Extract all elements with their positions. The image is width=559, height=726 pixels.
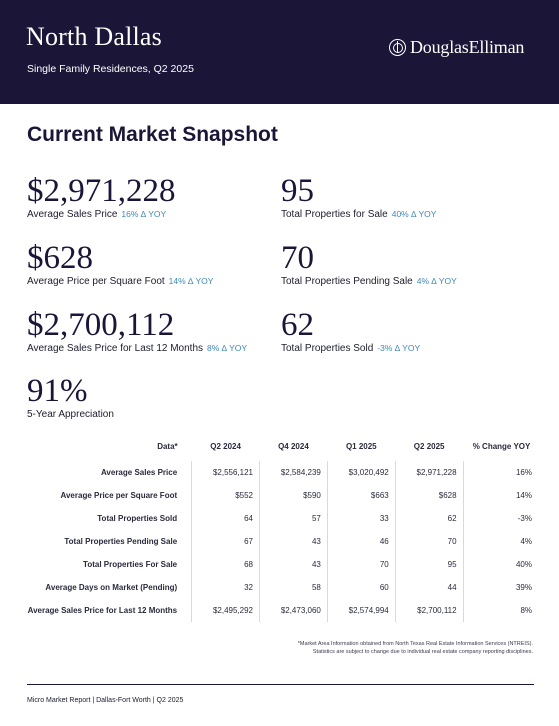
row-label: Total Properties For Sale xyxy=(83,560,178,569)
value-cell: $552 xyxy=(191,484,260,507)
stat-value: 62 xyxy=(281,307,314,343)
table-row: Average Sales Price $2,556,121 $2,584,239 $… xyxy=(18,461,540,484)
value-cell: $628 xyxy=(394,484,464,507)
value-cell: 67 xyxy=(191,530,260,553)
stat-value: $2,971,228 xyxy=(27,173,176,209)
stat-label: Total Properties Pending Sale xyxy=(281,276,413,287)
table-row: Average Sales Price for Last 12 Months $2… xyxy=(18,599,540,622)
stat-change: 8% ∆ YOY xyxy=(207,343,248,353)
value-cell: 33 xyxy=(326,507,396,530)
table-row: Average Days on Market (Pending) 32 58 60 44… xyxy=(18,576,540,599)
stat-value: $2,700,112 xyxy=(27,307,175,343)
value-cell: 60 xyxy=(326,576,396,599)
pct-change-cell: 16% xyxy=(462,461,540,484)
column-header: Q2 2025 xyxy=(413,442,445,451)
brand-logo: DouglasElliman xyxy=(389,37,524,58)
value-cell: $663 xyxy=(326,484,396,507)
value-cell: $2,473,060 xyxy=(259,599,328,622)
table-row: Total Properties Pending Sale 67 43 46 70 4% xyxy=(18,530,540,553)
stat-value: $628 xyxy=(27,240,93,276)
pct-change-cell: 8% xyxy=(462,599,540,622)
pct-change-cell: 14% xyxy=(462,484,540,507)
stat-change: 40% ∆ YOY xyxy=(391,209,437,219)
column-header: Q1 2025 xyxy=(345,442,377,451)
value-cell: 32 xyxy=(191,576,260,599)
stat-total-sold: 62 Total Properties Sold -3% ∆ YOY xyxy=(281,308,420,354)
footnote-line: Statistics are subject to change due to … xyxy=(312,649,533,655)
stat-change: 14% ∆ YOY xyxy=(168,276,214,286)
stat-value: 70 xyxy=(281,240,314,276)
row-label: Average Days on Market (Pending) xyxy=(45,583,178,592)
value-cell: 68 xyxy=(191,553,260,576)
value-cell: 58 xyxy=(259,576,328,599)
value-cell: $2,584,239 xyxy=(259,461,328,484)
value-cell: 64 xyxy=(191,507,260,530)
pct-change-cell: 39% xyxy=(462,576,540,599)
value-cell: 95 xyxy=(394,553,464,576)
value-cell: $2,700,112 xyxy=(394,599,464,622)
pct-change-cell: 4% xyxy=(462,530,540,553)
stat-average-sales-price: $2,971,228 Average Sales Price 16% ∆ YOY xyxy=(27,174,176,220)
page-header: North Dallas Single Family Residences, Q… xyxy=(0,0,559,104)
de-monogram-icon xyxy=(389,39,406,56)
stat-pending-sale: 70 Total Properties Pending Sale 4% ∆ YOY xyxy=(281,241,457,287)
value-cell: $2,971,228 xyxy=(394,461,464,484)
stat-total-for-sale: 95 Total Properties for Sale 40% ∆ YOY xyxy=(281,174,436,220)
value-cell: 70 xyxy=(326,553,396,576)
column-header: Data* xyxy=(157,442,178,451)
stat-price-per-sqft: $628 Average Price per Square Foot 14% ∆ … xyxy=(27,241,213,287)
value-cell: 43 xyxy=(259,530,328,553)
snapshot-title: Current Market Snapshot xyxy=(27,123,278,146)
stat-change: 16% ∆ YOY xyxy=(121,209,167,219)
value-cell: 70 xyxy=(394,530,464,553)
stat-label: Average Sales Price xyxy=(27,209,118,220)
value-cell: $590 xyxy=(259,484,328,507)
value-cell: 46 xyxy=(326,530,396,553)
stat-change: 4% ∆ YOY xyxy=(416,276,457,286)
table-row: Average Price per Square Foot $552 $590 $66… xyxy=(18,484,540,507)
stat-label: 5-Year Appreciation xyxy=(27,409,114,420)
stat-last-12-months: $2,700,112 Average Sales Price for Last … xyxy=(27,308,247,354)
brand-name: DouglasElliman xyxy=(410,37,525,57)
table-row: Total Properties Sold 64 57 33 62 -3% xyxy=(18,507,540,530)
stat-label: Total Properties for Sale xyxy=(281,209,388,220)
value-cell: 44 xyxy=(394,576,464,599)
column-header: % Change YOY xyxy=(472,442,531,451)
footnote: *Market Area Information obtained from N… xyxy=(200,640,533,656)
table-header-row: Data* Q2 2024 Q4 2024 Q1 2025 Q2 2025 % … xyxy=(18,432,540,461)
report-title: North Dallas xyxy=(26,22,162,51)
page-footer: Micro Market Report | Dallas-Fort Worth … xyxy=(27,697,184,704)
row-label: Total Properties Sold xyxy=(97,514,178,523)
stat-label: Average Sales Price for Last 12 Months xyxy=(27,343,204,354)
value-cell: 62 xyxy=(394,507,464,530)
stat-label: Average Price per Square Foot xyxy=(27,276,165,287)
row-label: Average Sales Price xyxy=(100,468,178,477)
row-label: Average Price per Square Foot xyxy=(60,491,178,500)
pct-change-cell: -3% xyxy=(462,507,540,530)
value-cell: $2,574,994 xyxy=(326,599,396,622)
pct-change-cell: 40% xyxy=(462,553,540,576)
stat-change: -3% ∆ YOY xyxy=(377,343,421,353)
column-header: Q4 2024 xyxy=(278,442,309,451)
value-cell: 57 xyxy=(259,507,328,530)
row-label: Average Sales Price for Last 12 Months xyxy=(27,606,178,615)
stat-value: 95 xyxy=(281,173,314,209)
row-label: Total Properties Pending Sale xyxy=(64,537,178,546)
table-row: Total Properties For Sale 68 43 70 95 40% xyxy=(18,553,540,576)
value-cell: $2,495,292 xyxy=(191,599,260,622)
stat-5-year-appreciation: 91% 5-Year Appreciation xyxy=(27,374,114,420)
column-header: Q2 2024 xyxy=(210,442,241,451)
footer-divider xyxy=(27,684,534,685)
stat-value: 91% xyxy=(27,373,88,409)
stat-label: Total Properties Sold xyxy=(281,343,374,354)
value-cell: $2,556,121 xyxy=(191,461,260,484)
value-cell: $3,020,492 xyxy=(326,461,396,484)
value-cell: 43 xyxy=(259,553,328,576)
report-subtitle: Single Family Residences, Q2 2025 xyxy=(27,63,194,75)
market-data-table: Data* Q2 2024 Q4 2024 Q1 2025 Q2 2025 % … xyxy=(18,432,540,622)
footnote-line: *Market Area Information obtained from N… xyxy=(297,641,533,647)
